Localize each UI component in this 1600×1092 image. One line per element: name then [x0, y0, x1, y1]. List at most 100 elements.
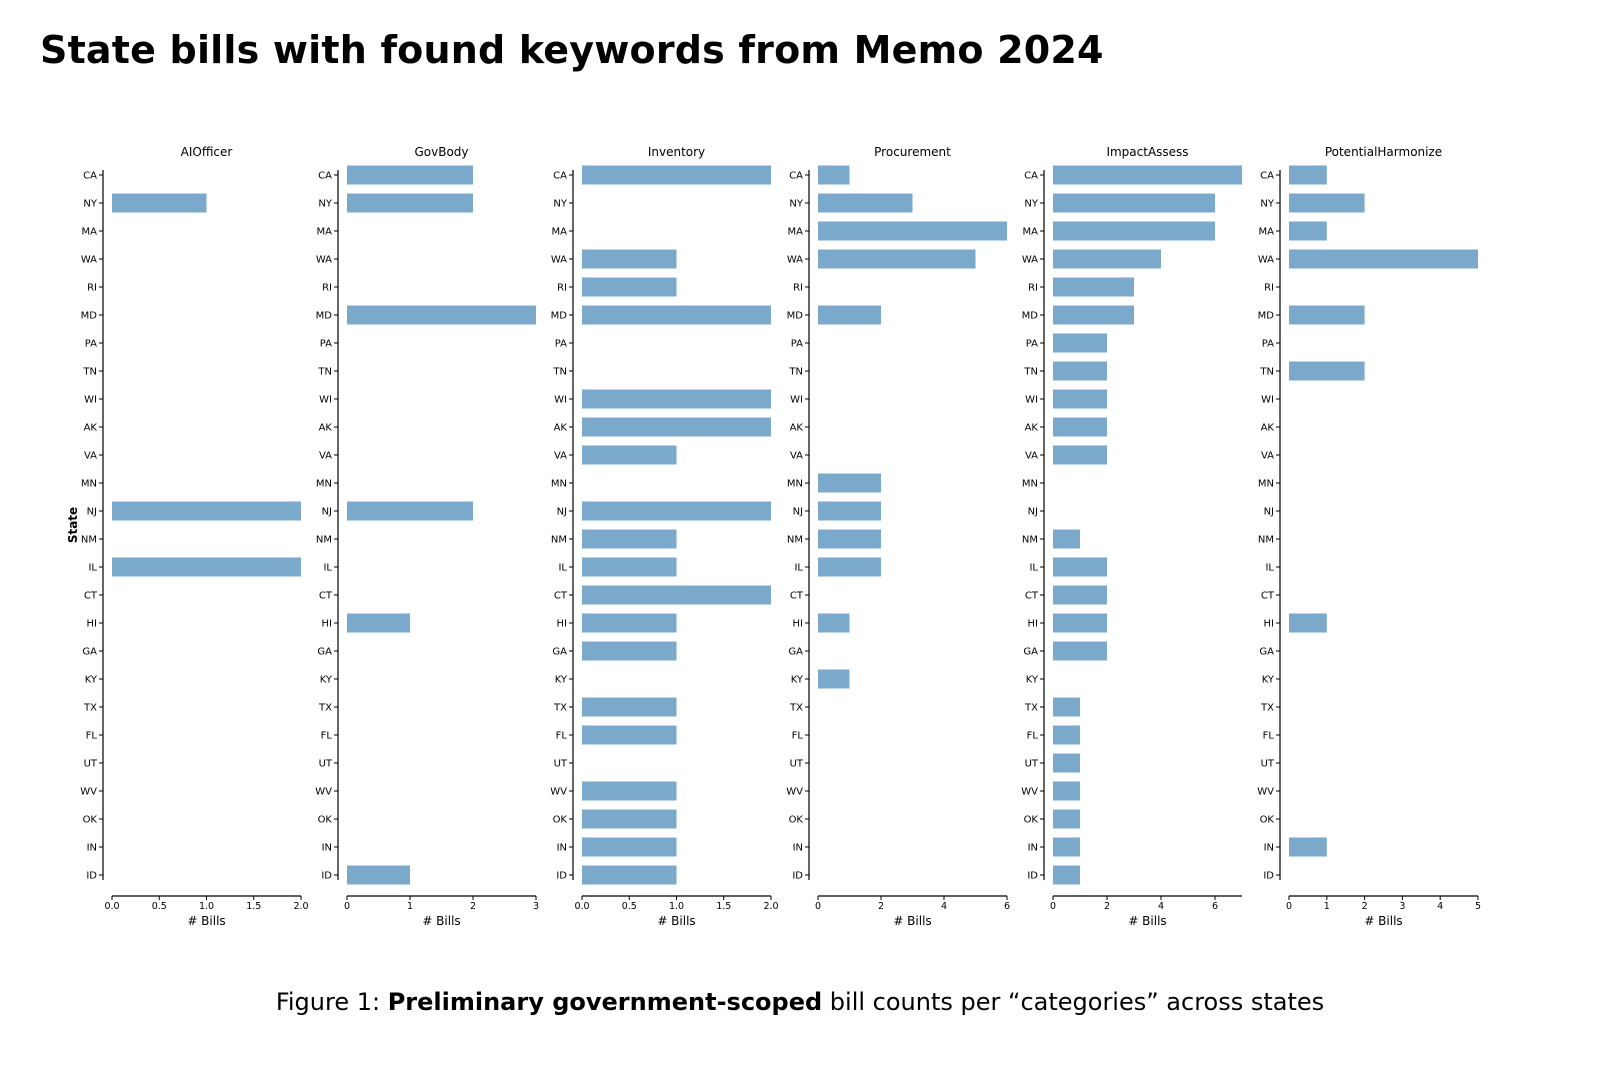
y-tick-label: NM [551, 535, 567, 546]
bar-va [1053, 445, 1107, 465]
bar-ca [582, 165, 771, 185]
bar-ca [347, 165, 473, 185]
x-tick-label: 2 [470, 901, 476, 912]
y-tick-label: TN [552, 367, 567, 378]
y-tick-label: WI [84, 395, 97, 406]
y-tick-label: WA [787, 255, 803, 266]
x-tick-label: 1.5 [716, 901, 731, 912]
y-tick-label: PA [1026, 339, 1038, 350]
y-tick-label: FL [556, 731, 568, 742]
bar-mn [818, 473, 881, 493]
y-tick-label: TX [553, 703, 567, 714]
y-tick-label: OK [553, 815, 568, 826]
y-tick-label: TX [318, 703, 332, 714]
y-tick-label: MD [316, 311, 333, 322]
bar-ut [1053, 753, 1080, 773]
bar-va [582, 445, 677, 465]
y-tick-label: TN [317, 367, 332, 378]
y-tick-label: PA [791, 339, 803, 350]
bar-ma [818, 221, 1007, 241]
y-tick-label: UT [319, 759, 333, 770]
y-tick-label: UT [554, 759, 568, 770]
chart: State AIOfficer CA NY MA WA RI MD PA TN WI AK VA MN NJ… [66, 145, 1481, 928]
y-tick-label: RI [1264, 283, 1274, 294]
x-axis-label: # Bills [187, 914, 225, 928]
y-tick-label: MN [316, 479, 332, 490]
x-tick-label: 0 [1050, 901, 1056, 912]
y-tick-label: TX [1024, 703, 1038, 714]
bar-fl [582, 725, 677, 745]
y-axis-label: State [66, 507, 80, 543]
y-tick-label: TN [1023, 367, 1038, 378]
y-tick-label: NJ [1028, 507, 1038, 518]
y-tick-label: MD [1258, 311, 1275, 322]
x-tick-label: 0 [815, 901, 821, 912]
y-tick-label: WA [551, 255, 567, 266]
bar-ny [818, 193, 913, 213]
bar-il [582, 557, 677, 577]
y-tick-label: AK [1025, 423, 1039, 434]
y-tick-label: MA [1259, 227, 1275, 238]
y-tick-label: IN [1264, 843, 1274, 854]
y-tick-label: NY [1024, 199, 1038, 210]
y-tick-label: UT [1025, 759, 1039, 770]
bar-in [582, 837, 677, 857]
y-tick-label: CA [553, 171, 567, 182]
y-tick-label: MN [787, 479, 803, 490]
y-tick-label: WA [1258, 255, 1274, 266]
y-tick-label: IN [322, 843, 332, 854]
y-tick-label: GA [317, 647, 332, 658]
panel-aiofficer: AIOfficer CA NY MA WA RI MD PA TN WI AK VA MN NJ NM IL C… [80, 145, 308, 928]
page-title: State bills with found keywords from Mem… [40, 28, 1104, 72]
y-tick-label: WI [1261, 395, 1274, 406]
y-tick-label: RI [87, 283, 97, 294]
y-tick-label: VA [1261, 451, 1274, 462]
y-tick-label: CT [84, 591, 98, 602]
y-tick-label: FL [86, 731, 98, 742]
y-tick-label: MN [551, 479, 567, 490]
y-tick-label: WV [315, 787, 332, 798]
y-tick-label: AK [84, 423, 98, 434]
bar-nj [112, 501, 301, 521]
y-tick-label: NM [316, 535, 332, 546]
y-tick-label: NM [81, 535, 97, 546]
y-tick-label: UT [1261, 759, 1275, 770]
x-tick-label: 4 [1437, 901, 1443, 912]
bar-wi [1053, 389, 1107, 409]
y-tick-label: WA [316, 255, 332, 266]
y-tick-label: GA [788, 647, 803, 658]
y-tick-label: MN [1022, 479, 1038, 490]
x-tick-label: 1.5 [246, 901, 261, 912]
y-tick-label: ID [1263, 871, 1274, 882]
bar-wa [582, 249, 677, 269]
y-tick-label: NY [789, 199, 803, 210]
x-tick-label: 1 [407, 901, 413, 912]
bar-wa [1053, 249, 1161, 269]
y-tick-label: NM [1022, 535, 1038, 546]
panel-title: PotentialHarmonize [1325, 145, 1442, 159]
y-tick-label: IN [557, 843, 567, 854]
y-tick-label: IN [1028, 843, 1038, 854]
bar-il [818, 557, 881, 577]
y-tick-label: MD [81, 311, 98, 322]
bar-ca [818, 165, 850, 185]
y-tick-label: WI [1025, 395, 1038, 406]
y-tick-label: KY [791, 675, 804, 686]
bar-ca [1053, 165, 1242, 185]
y-tick-label: PA [555, 339, 567, 350]
y-tick-label: OK [1260, 815, 1275, 826]
y-tick-label: NY [318, 199, 332, 210]
y-tick-label: HI [1028, 619, 1038, 630]
bar-md [1289, 305, 1365, 325]
bar-hi [1053, 613, 1107, 633]
x-tick-label: 2.0 [763, 901, 778, 912]
y-tick-label: RI [557, 283, 567, 294]
bar-wv [582, 781, 677, 801]
x-tick-label: 0.0 [574, 901, 589, 912]
y-tick-label: NJ [557, 507, 567, 518]
y-tick-label: CT [1025, 591, 1039, 602]
panel-govbody: GovBody CA NY MA WA RI MD PA TN WI AK VA MN NJ NM IL CT H… [315, 145, 539, 928]
y-tick-label: MD [551, 311, 568, 322]
y-tick-label: WV [786, 787, 803, 798]
y-tick-label: AK [319, 423, 333, 434]
